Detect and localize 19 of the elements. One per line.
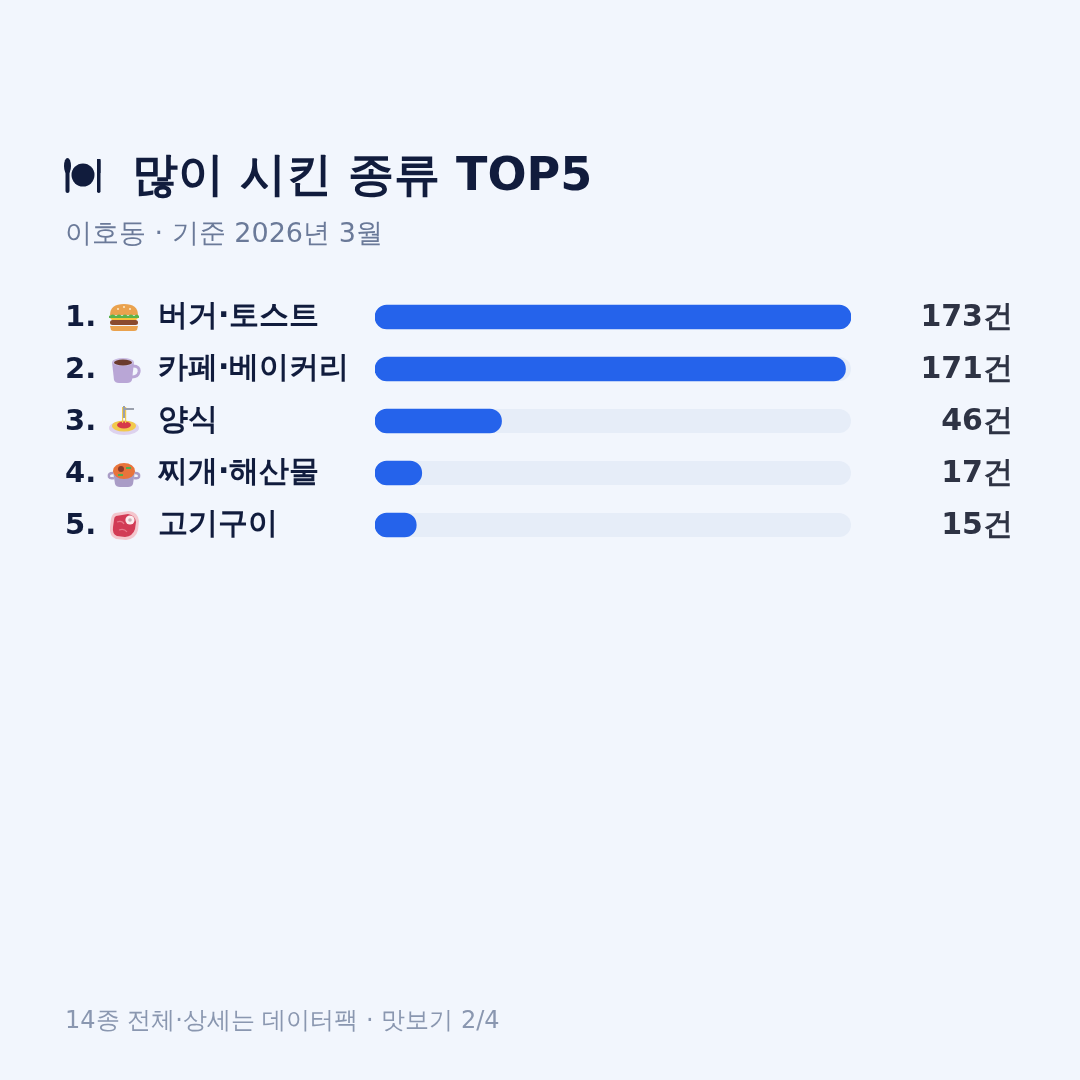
text: 2. <box>65 350 97 385</box>
data-label: 46건 <box>941 401 1013 437</box>
y-tick-label: 양식 <box>158 400 218 436</box>
bar <box>375 356 846 382</box>
y-tick-label: 버거·토스트 <box>158 296 320 332</box>
chart-subtitle: 이호동 · 기준 2026년 3월 <box>65 216 383 250</box>
data-label: 173건 <box>920 297 1013 333</box>
y-tick-label: 찌개·해산물 <box>157 452 320 488</box>
text: 1. <box>65 298 97 333</box>
text: 3. <box>65 402 97 437</box>
data-label: 171건 <box>920 349 1013 385</box>
y-tick-label: 고기구이 <box>158 504 278 540</box>
y-tick-label: 카페·베이커리 <box>158 348 350 384</box>
data-label: 15건 <box>941 505 1013 541</box>
text: 4. <box>65 454 97 489</box>
data-label: 17건 <box>941 453 1013 489</box>
text: 14종 전체·상세는 데이터팩 · 맛보기 2/4 <box>65 1005 500 1036</box>
chart-title: 많이 시킨 종류 TOP5 <box>132 146 593 203</box>
text: 5. <box>65 506 97 541</box>
